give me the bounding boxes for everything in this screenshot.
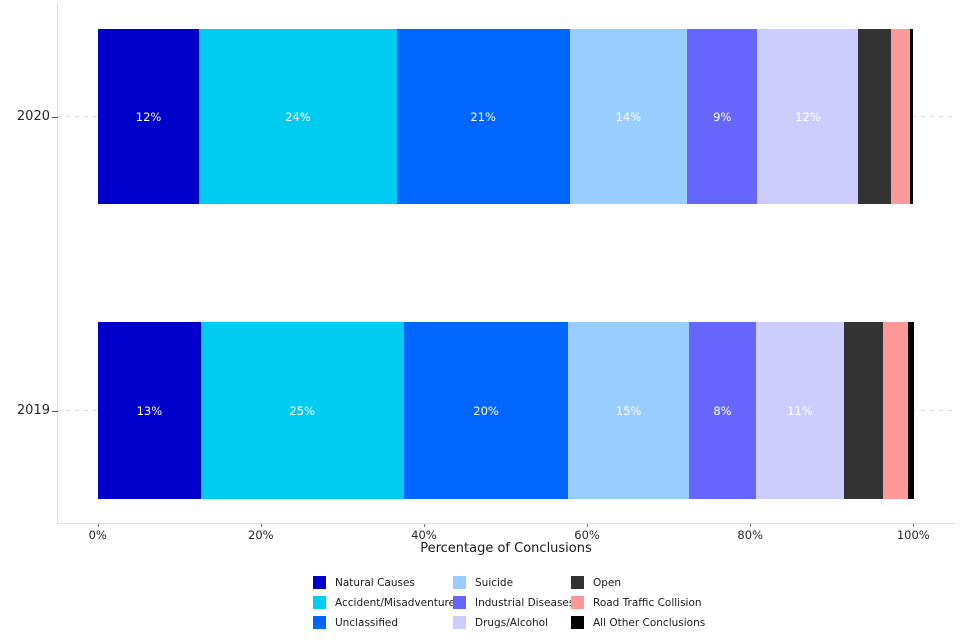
x-axis-line bbox=[57, 523, 955, 524]
bar-segment: 21% bbox=[396, 29, 570, 204]
segment-value-label: 20% bbox=[473, 403, 499, 418]
legend-column: Natural Causes Accident/Misadventure Uncla… bbox=[313, 576, 455, 636]
bar-segment: 8% bbox=[689, 322, 756, 499]
x-tick-label: 100% bbox=[896, 528, 930, 542]
segment-value-label: 15% bbox=[615, 403, 642, 418]
legend-item: Natural Causes bbox=[313, 576, 455, 589]
bar-segment bbox=[908, 322, 915, 499]
bar-segment: 20% bbox=[403, 322, 569, 499]
bar-segment bbox=[909, 29, 914, 204]
legend-swatch bbox=[313, 616, 326, 629]
legend-column: Suicide Industrial Diseases Drugs/Alcohol bbox=[453, 576, 574, 636]
segment-value-label: 21% bbox=[470, 109, 496, 124]
legend-swatch bbox=[313, 596, 326, 609]
x-tick-label: 80% bbox=[737, 528, 763, 542]
y-tick-label: 2020 bbox=[16, 109, 50, 124]
x-tick-mark bbox=[260, 523, 262, 527]
legend-label: Natural Causes bbox=[335, 576, 415, 589]
legend-item: Accident/Misadventure bbox=[313, 596, 455, 609]
segment-value-label: 9% bbox=[713, 109, 732, 124]
bar-segment: 12% bbox=[757, 29, 859, 204]
segment-value-label: 13% bbox=[136, 403, 163, 418]
legend-item: Drugs/Alcohol bbox=[453, 616, 574, 629]
x-tick-mark bbox=[913, 523, 915, 527]
bar-segment: 13% bbox=[98, 322, 201, 499]
legend-swatch bbox=[571, 596, 584, 609]
bar-segment bbox=[858, 29, 892, 204]
legend-label: Suicide bbox=[475, 576, 514, 589]
legend-item: Industrial Diseases bbox=[453, 596, 574, 609]
bar-segment: 9% bbox=[687, 29, 758, 204]
x-tick-mark bbox=[587, 523, 589, 527]
bar-segment: 12% bbox=[98, 29, 200, 204]
segment-value-label: 14% bbox=[615, 109, 642, 124]
segment-value-label: 12% bbox=[795, 109, 821, 124]
bar-segment: 11% bbox=[755, 322, 844, 499]
x-tick-label: 60% bbox=[574, 528, 600, 542]
x-tick-mark bbox=[97, 523, 99, 527]
stacked-bar-2020: 12% 24% 21% 14% 9% 12% bbox=[98, 29, 914, 204]
legend-swatch bbox=[571, 576, 584, 589]
legend-swatch bbox=[571, 616, 584, 629]
legend-swatch bbox=[453, 576, 466, 589]
legend-item: Unclassified bbox=[313, 616, 455, 629]
y-tick-mark bbox=[52, 411, 58, 412]
legend-label: Road Traffic Collision bbox=[593, 596, 702, 609]
segment-value-label: 25% bbox=[289, 403, 315, 418]
x-axis-title: Percentage of Conclusions bbox=[420, 541, 592, 556]
legend: Natural Causes Accident/Misadventure Uncla… bbox=[0, 576, 960, 636]
bar-segment: 14% bbox=[569, 29, 688, 204]
bar-segment bbox=[883, 322, 909, 499]
x-tick-label: 40% bbox=[411, 528, 437, 542]
legend-item: Open bbox=[571, 576, 705, 589]
segment-value-label: 8% bbox=[713, 403, 732, 418]
legend-swatch bbox=[453, 596, 466, 609]
legend-label: Unclassified bbox=[335, 616, 399, 629]
y-axis-line bbox=[57, 3, 58, 523]
legend-item: Road Traffic Collision bbox=[571, 596, 705, 609]
legend-column: Open Road Traffic Collision All Other Conc… bbox=[571, 576, 705, 636]
legend-item: Suicide bbox=[453, 576, 574, 589]
bar-segment: 25% bbox=[200, 322, 404, 499]
segment-value-label: 12% bbox=[135, 109, 162, 124]
legend-swatch bbox=[313, 576, 326, 589]
bar-segment bbox=[891, 29, 910, 204]
x-tick-mark bbox=[750, 523, 752, 527]
stacked-bar-2019: 13% 25% 20% 15% 8% 11% bbox=[98, 322, 915, 499]
segment-value-label: 24% bbox=[285, 109, 311, 124]
bar-segment: 15% bbox=[568, 322, 690, 499]
x-tick-mark bbox=[423, 523, 425, 527]
legend-item: All Other Conclusions bbox=[571, 616, 705, 629]
bar-segment: 24% bbox=[199, 29, 397, 204]
y-tick-mark bbox=[52, 117, 58, 118]
legend-label: Accident/Misadventure bbox=[335, 596, 456, 609]
x-tick-label: 20% bbox=[248, 528, 274, 542]
y-tick-label: 2019 bbox=[16, 403, 50, 418]
x-tick-label: 0% bbox=[88, 528, 107, 542]
legend-swatch bbox=[453, 616, 466, 629]
segment-value-label: 11% bbox=[787, 403, 813, 418]
legend-label: All Other Conclusions bbox=[593, 616, 706, 629]
legend-label: Drugs/Alcohol bbox=[475, 616, 549, 629]
legend-label: Open bbox=[593, 576, 622, 589]
bar-segment bbox=[843, 322, 884, 499]
legend-label: Industrial Diseases bbox=[475, 596, 575, 609]
